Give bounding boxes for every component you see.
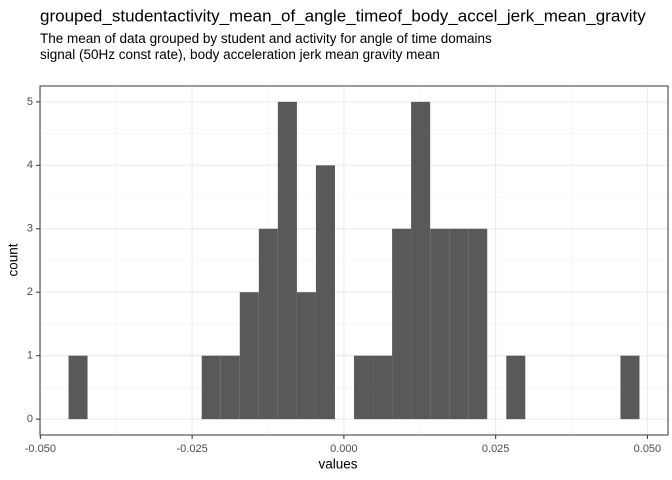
y-tick-label: 1 [27,350,33,362]
bar [68,355,88,420]
bar [296,292,316,420]
y-tick-label: 2 [27,286,33,298]
bar [239,292,259,420]
bar [620,355,640,420]
y-tick-label: 5 [27,96,33,108]
bar [373,355,393,420]
chart-subtitle: The mean of data grouped by student and … [40,31,492,62]
x-tick-label: 0.000 [330,443,358,455]
y-axis-label: count [6,243,21,276]
chart-title: grouped_studentactivity_mean_of_angle_ti… [40,6,646,25]
panel-border [39,85,669,436]
x-tick-label: -0.050 [25,443,56,455]
x-tick-label: 0.025 [482,443,510,455]
bar [430,228,450,420]
bar [201,355,221,420]
bar [468,228,488,420]
x-tick-label: 0.050 [634,443,662,455]
x-tick-label: -0.025 [177,443,208,455]
bar [258,228,278,420]
bar [449,228,469,420]
bar [277,101,297,420]
y-tick-label: 3 [27,223,33,235]
bar [354,355,374,420]
bar [506,355,526,420]
bar [411,101,431,420]
x-axis-label: values [318,457,357,472]
bar [315,165,335,420]
y-tick-label: 0 [27,413,33,425]
bar [392,228,412,420]
bar [220,355,240,420]
y-tick-label: 4 [27,159,33,171]
